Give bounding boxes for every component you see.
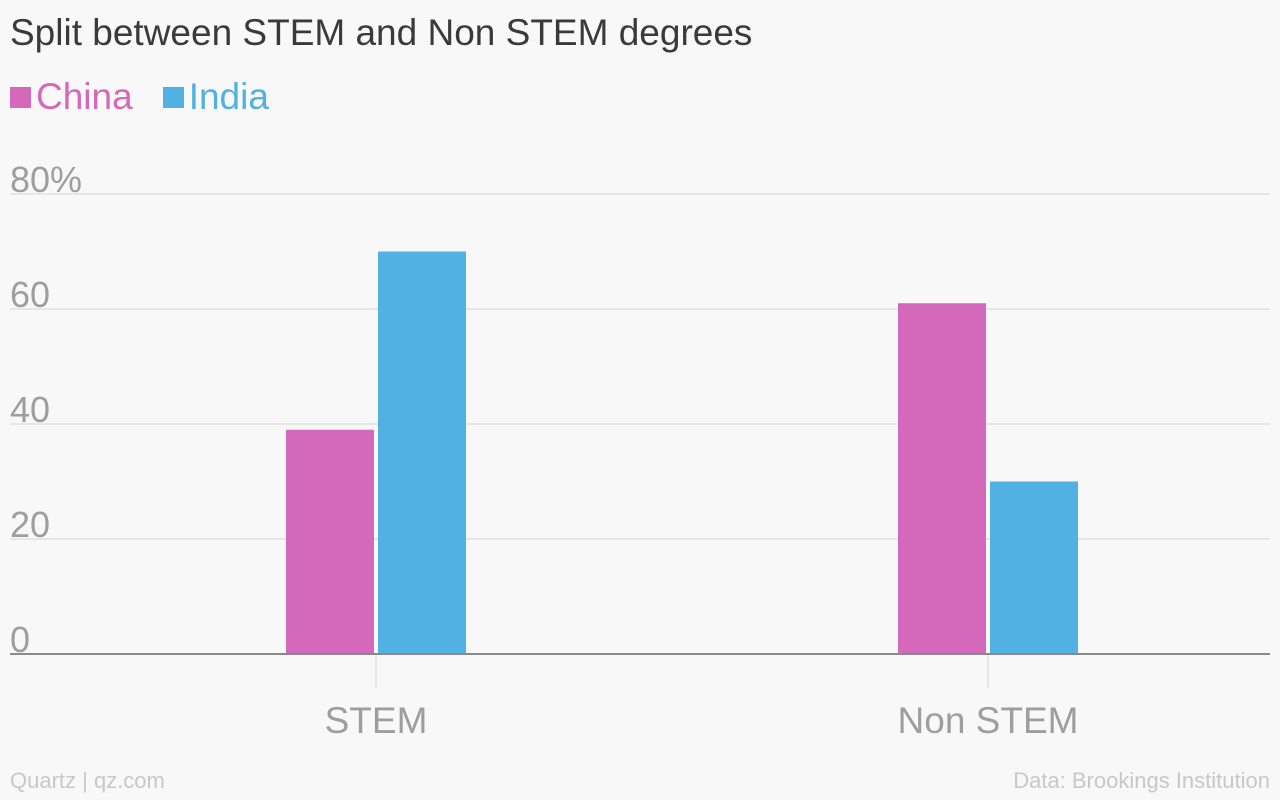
y-tick-label: 0: [10, 619, 30, 660]
bar-india-non-stem: [990, 481, 1078, 654]
bar-china-stem: [286, 429, 374, 654]
y-tick-label: 60: [10, 274, 50, 315]
x-tick-label: STEM: [325, 700, 428, 741]
y-tick-label: 40: [10, 389, 50, 430]
legend: China India: [10, 76, 299, 118]
bar-china-non-stem: [898, 303, 986, 654]
x-tick-label: Non STEM: [898, 700, 1079, 741]
legend-swatch-china: [10, 86, 31, 108]
legend-item-china: China: [10, 76, 133, 118]
legend-label-china: China: [36, 76, 133, 117]
footer-source: Data: Brookings Institution: [1013, 768, 1270, 793]
y-tick-label: 20: [10, 504, 50, 545]
y-tick-label: 80%: [10, 159, 82, 200]
legend-item-india: India: [162, 76, 269, 118]
bar-india-stem: [378, 251, 466, 654]
legend-label-india: India: [188, 76, 269, 117]
legend-swatch-india: [162, 86, 184, 108]
chart-title: Split between STEM and Non STEM degrees: [10, 12, 753, 53]
footer-credit: Quartz | qz.com: [10, 768, 165, 793]
